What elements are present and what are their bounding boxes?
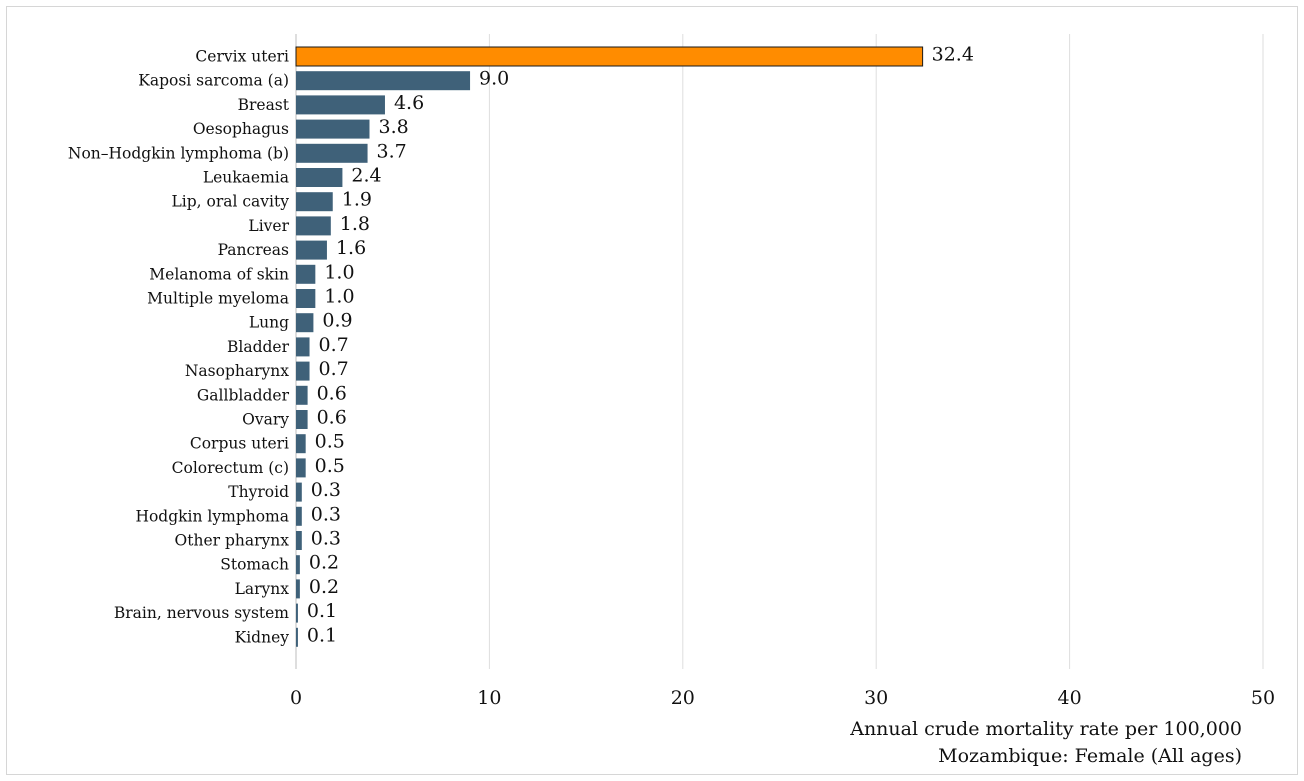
category-label: Nasopharynx [185,362,289,380]
bar [296,337,310,357]
value-label: 0.7 [319,334,349,356]
value-label: 0.5 [315,455,345,477]
bar [296,119,370,139]
x-axis-label: Annual crude mortality rate per 100,000 [849,718,1242,740]
category-label: Colorectum (c) [172,459,289,477]
category-label: Ovary [242,411,289,429]
value-label: 0.6 [317,382,347,404]
category-label: Cervix uteri [195,48,289,66]
bar [296,313,314,333]
category-label: Other pharynx [175,532,290,550]
value-label: 0.2 [309,552,339,574]
bar [296,627,298,647]
bar [296,506,302,526]
value-labels: 32.49.04.63.83.72.41.91.81.61.01.00.90.7… [307,44,974,647]
bar [296,240,327,260]
bar [296,410,308,429]
x-axis-ticks: 0 10 20 30 40 50 [290,687,1275,709]
category-label: Brain, nervous system [114,604,289,622]
category-label: Pancreas [218,241,289,259]
category-label: Stomach [220,556,289,574]
category-label: Kidney [235,628,290,646]
bar-chart: Cervix uteri Kaposi sarcoma (a) Breast Oeso… [68,34,1275,767]
category-label: Liver [248,217,289,235]
value-label: 9.0 [479,68,509,90]
category-label: Leukaemia [203,169,289,187]
bar [296,458,306,478]
bar [296,289,316,308]
value-label: 1.6 [336,237,366,259]
value-label: 0.5 [315,431,345,453]
x-tick-label: 20 [671,687,695,709]
category-label: Lung [249,314,289,332]
category-label: Thyroid [228,483,289,501]
value-label: 0.1 [307,624,337,646]
value-label: 3.8 [378,116,408,138]
value-label: 1.0 [324,261,354,283]
value-label: 0.3 [311,503,341,525]
value-label: 1.9 [342,189,372,211]
x-tick-label: 50 [1251,687,1275,709]
category-label: Multiple myeloma [147,290,289,308]
value-label: 3.7 [377,140,407,162]
value-label: 2.4 [351,165,381,187]
bar [296,482,302,502]
x-tick-label: 10 [477,687,501,709]
category-label: Bladder [227,338,290,356]
bars [295,46,924,647]
bar [296,385,308,405]
value-label: 4.6 [394,92,424,114]
bar [296,95,385,115]
bar [296,192,333,212]
chart-frame: Cervix uteri Kaposi sarcoma (a) Breast Oeso… [6,6,1298,775]
value-label: 0.3 [311,528,341,550]
bar [296,143,368,163]
value-label: 32.4 [932,44,974,66]
value-label: 0.2 [309,576,339,598]
value-label: 0.9 [322,310,352,332]
bar [296,531,302,550]
x-tick-label: 30 [864,687,888,709]
category-labels: Cervix uteri Kaposi sarcoma (a) Breast Oeso… [68,48,290,647]
value-label: 1.0 [324,286,354,308]
bar [296,264,316,284]
category-label: Hodgkin lymphoma [135,507,289,525]
gridlines [295,34,1264,669]
category-label: Non–Hodgkin lymphoma (b) [68,144,289,162]
bar [296,168,343,187]
bar [296,71,471,91]
category-label: Kaposi sarcoma (a) [138,72,289,90]
bar [295,46,924,67]
category-label: Lip, oral cavity [171,193,289,211]
value-label: 0.1 [307,600,337,622]
category-label: Gallbladder [197,386,290,404]
value-label: 0.3 [311,479,341,501]
x-tick-label: 40 [1058,687,1082,709]
bar [296,216,331,236]
bar [296,603,298,623]
category-label: Melanoma of skin [149,265,289,283]
value-label: 1.8 [340,213,370,235]
bar [296,579,300,599]
value-label: 0.6 [317,407,347,429]
category-label: Larynx [235,580,290,598]
bar [296,434,306,454]
value-label: 0.7 [319,358,349,380]
bar [296,555,300,575]
chart-subtitle: Mozambique: Female (All ages) [938,745,1242,767]
x-tick-label: 0 [290,687,302,709]
category-label: Breast [238,96,290,114]
bar [296,361,310,381]
category-label: Corpus uteri [190,435,289,453]
category-label: Oesophagus [193,120,289,138]
